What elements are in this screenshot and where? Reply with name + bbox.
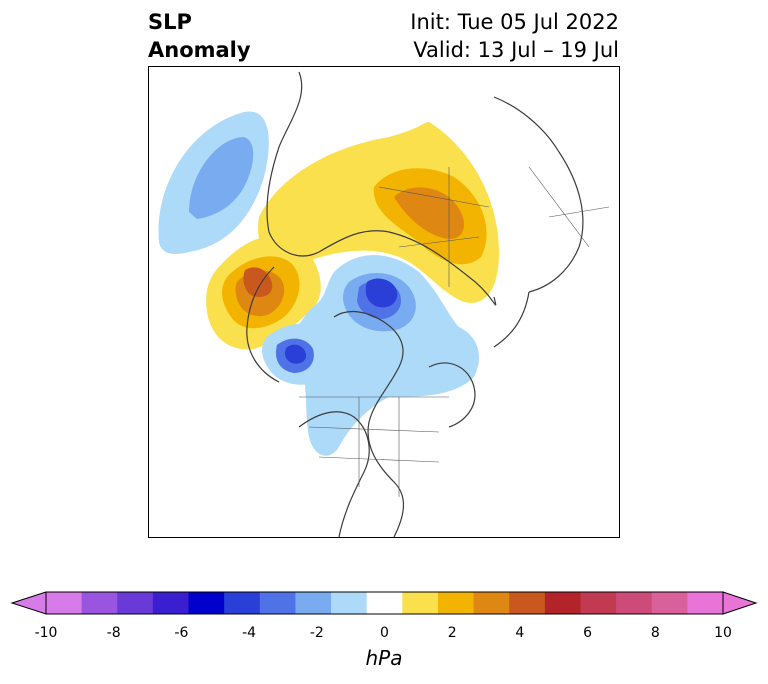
- colorbar-segment: [616, 592, 653, 614]
- colorbar-tick-label: 2: [447, 625, 457, 641]
- anomaly-europe-neg-3: [189, 137, 254, 219]
- colorbar-tick-label: -8: [106, 625, 121, 641]
- colorbar-segment: [437, 592, 475, 614]
- init-valid-dates: Init: Tue 05 Jul 2022 Valid: 13 Jul – 19…: [410, 8, 619, 64]
- colorbar-segment: [152, 592, 190, 614]
- coastlines: [246, 71, 584, 537]
- colorbar-over-triangle: [722, 591, 758, 615]
- anomaly-canada-neg-1: [292, 255, 479, 456]
- colorbar: [10, 591, 758, 615]
- colorbar-segment: [473, 592, 510, 614]
- anomaly-arctic-pos-3: [394, 187, 465, 239]
- colorbar-segment: [259, 592, 296, 614]
- borders: [299, 166, 610, 497]
- colorbar-tick-label: 6: [583, 625, 593, 641]
- valid-period: Valid: 13 Jul – 19 Jul: [413, 38, 619, 62]
- colorbar-tick-label: -10: [34, 625, 58, 641]
- colorbar-segment: [366, 592, 403, 614]
- slp-anomaly-map: [158, 71, 610, 537]
- colorbar-segment: [81, 592, 118, 614]
- colorbar-segment: [295, 592, 332, 614]
- anomaly-canada-neg-4: [365, 278, 398, 308]
- colorbar-tick-label: 4: [515, 625, 525, 641]
- colorbar-under-triangle: [10, 591, 47, 615]
- title-line-1: SLP: [148, 10, 192, 34]
- colorbar-segment: [224, 592, 261, 614]
- colorbar-segment: [509, 592, 546, 614]
- colorbar-segment: [580, 592, 617, 614]
- colorbar-segment: [544, 592, 581, 614]
- colorbar-tick-label: -6: [174, 625, 189, 641]
- colorbar-tick-label: 0: [380, 625, 389, 641]
- colorbar-segment: [651, 592, 688, 614]
- anomaly-wcanada-neg-3: [284, 344, 307, 364]
- colorbar-tick-label: -4: [242, 625, 257, 641]
- colorbar-segment: [46, 592, 83, 614]
- anomaly-arctic-pos-1: [258, 122, 499, 303]
- colorbar-tick-label: 8: [650, 625, 660, 641]
- colorbar-tick-label: -2: [309, 625, 324, 641]
- map-title: SLP Anomaly: [148, 8, 251, 64]
- init-date: Init: Tue 05 Jul 2022: [410, 10, 619, 34]
- colorbar-segment: [687, 592, 724, 614]
- anomaly-alaska-pos-4: [243, 267, 273, 297]
- map-panel: [148, 66, 620, 538]
- colorbar-segment: [117, 592, 154, 614]
- colorbar-unit-label: hPa: [365, 646, 403, 670]
- title-line-2: Anomaly: [148, 38, 251, 62]
- colorbar-segment: [331, 592, 368, 614]
- colorbar-segment: [188, 592, 225, 614]
- colorbar-tick-label: 10: [714, 625, 732, 641]
- colorbar-segment: [402, 592, 439, 614]
